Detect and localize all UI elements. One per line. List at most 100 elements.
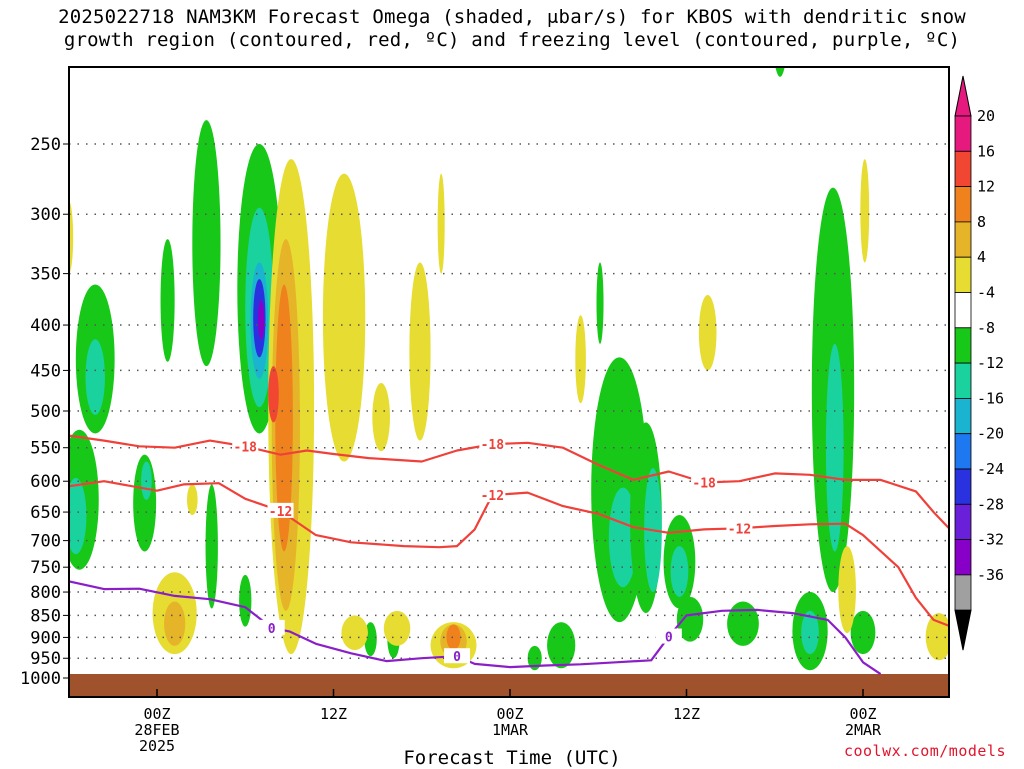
ground-surface <box>69 674 949 697</box>
snow-growth-contour-label-bg <box>267 502 294 518</box>
omega-region <box>322 173 366 462</box>
omega-region <box>85 339 105 415</box>
freezing-level-contour-label: 0 <box>268 622 276 637</box>
colorbar-label: 20 <box>977 107 995 125</box>
y-tick-label-750: 750 <box>30 558 61 578</box>
y-tick-label-500: 500 <box>30 402 61 422</box>
y-tick-label-700: 700 <box>30 532 61 552</box>
colorbar-swatch <box>954 397 972 435</box>
omega-region <box>383 610 411 646</box>
omega-shading-layer <box>69 67 949 671</box>
omega-region <box>258 300 265 340</box>
snow-growth-contour-label: -12 <box>481 489 504 504</box>
snow-growth-contour-label: -18 <box>692 477 716 492</box>
snow-growth-contour-label: -12 <box>728 522 751 537</box>
omega-region <box>341 615 368 651</box>
omega-region <box>801 610 819 655</box>
chart-title: 2025022718 NAM3KM Forecast Omega (shaded… <box>0 6 1024 52</box>
y-tick-label-1000: 1000 <box>20 669 61 689</box>
omega-region <box>437 173 445 274</box>
colorbar-swatch <box>954 115 972 152</box>
omega-region <box>575 315 586 404</box>
y-tick-label-350: 350 <box>30 265 61 285</box>
colorbar-bottom-arrow <box>954 609 972 651</box>
x-tick-label: 00Z <box>143 705 170 723</box>
omega-region <box>860 159 870 263</box>
omega-region <box>850 610 876 655</box>
freezing-level-contour-label-bg <box>655 628 682 644</box>
omega-region <box>372 383 390 452</box>
omega-region <box>547 622 576 669</box>
freezing-level-contour-label: 0 <box>453 650 461 665</box>
x-tick-label: 28FEB <box>134 721 179 739</box>
snow-growth-contour-label: -12 <box>269 505 292 520</box>
snow-growth-contour-label: -18 <box>481 438 505 453</box>
omega-region <box>775 67 785 77</box>
omega-region <box>164 601 186 646</box>
colorbar-swatch <box>954 574 972 611</box>
colorbar-swatch <box>954 539 972 576</box>
colorbar-swatch <box>954 221 972 258</box>
source-credit[interactable]: coolwx.com/models <box>843 742 1006 760</box>
omega-region <box>698 295 717 371</box>
x-tick-label: 12Z <box>673 705 700 723</box>
x-tick-label: 1MAR <box>492 721 529 739</box>
omega-region <box>409 262 431 441</box>
x-tick-label: 00Z <box>496 705 523 723</box>
omega-region <box>596 262 604 344</box>
chart-title-line1: 2025022718 NAM3KM Forecast Omega (shaded… <box>58 6 966 28</box>
x-tick-label: 2025 <box>139 737 175 755</box>
colorbar-label: -4 <box>977 284 995 302</box>
colorbar-swatch <box>954 186 972 223</box>
colorbar-swatch <box>954 327 972 364</box>
plot-frame <box>68 66 950 698</box>
x-tick-label: 2MAR <box>845 721 882 739</box>
colorbar-swatch <box>954 150 972 188</box>
colorbar-label: 12 <box>977 178 995 196</box>
omega-region <box>160 239 175 362</box>
snow-growth-contour-label-bg <box>479 436 506 452</box>
snow-growth-contour <box>69 434 949 530</box>
colorbar-label: -12 <box>977 354 1004 372</box>
colorbar-swatch <box>954 362 972 399</box>
omega-region <box>268 366 279 423</box>
freezing-level-contour <box>69 580 882 676</box>
colorbar-label: -28 <box>977 495 1004 513</box>
omega-region <box>275 284 293 552</box>
y-tick-label-400: 400 <box>30 316 61 336</box>
omega-region <box>727 601 759 646</box>
snow-growth-contour-label-bg <box>479 487 506 503</box>
colorbar-label: 4 <box>977 248 986 266</box>
y-axis-pressure: 2503003504004505005506006507007508008509… <box>20 135 69 689</box>
x-tick-label: 00Z <box>849 705 876 723</box>
y-tick-label-850: 850 <box>30 606 61 626</box>
colorbar-label: 8 <box>977 213 986 231</box>
omega-region <box>69 478 87 555</box>
freezing-level-contour-label-bg <box>258 619 285 635</box>
y-tick-label-600: 600 <box>30 472 61 492</box>
colorbar-label: -36 <box>977 566 1004 584</box>
y-tick-label-650: 650 <box>30 503 61 523</box>
snow-growth-contour-label: -18 <box>234 440 258 455</box>
y-tick-label-900: 900 <box>30 628 61 648</box>
colorbar-swatch <box>954 256 972 293</box>
x-axis-title: Forecast Time (UTC) <box>403 747 621 769</box>
omega-region <box>838 546 856 634</box>
y-tick-label-550: 550 <box>30 439 61 459</box>
omega-region <box>670 546 689 597</box>
omega-region <box>239 574 252 627</box>
colorbar-swatch <box>954 433 972 470</box>
temperature-contours: -12 -12 -12 -18 -18 -18 0 0 0 <box>69 434 949 676</box>
omega-colorbar: 20 16 12 8 4 -4 -8 -12 -16 -20 -24 -28 -32 -36 <box>954 75 1004 651</box>
x-tick-label: 12Z <box>320 705 347 723</box>
y-tick-label-250: 250 <box>30 135 61 155</box>
colorbar-label: -24 <box>977 460 1004 478</box>
snow-growth-contour-label-bg <box>691 474 718 490</box>
colorbar-label: -32 <box>977 531 1004 549</box>
colorbar-top-arrow <box>954 75 972 117</box>
y-tick-label-450: 450 <box>30 361 61 381</box>
omega-region <box>187 484 198 516</box>
y-tick-label-950: 950 <box>30 649 61 669</box>
